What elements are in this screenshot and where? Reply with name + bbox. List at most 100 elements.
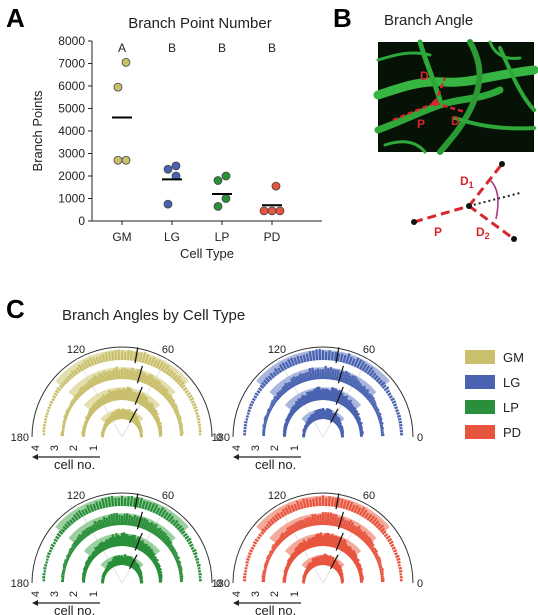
histogram-bar (301, 519, 307, 529)
histogram-bar (125, 369, 129, 380)
branch-point-chart: Branch Point Number 0 1000 2000 3000 4000 500… (30, 15, 322, 261)
histogram-bar (358, 361, 366, 370)
histogram-bar (375, 410, 381, 415)
histogram-bar (104, 352, 109, 362)
histogram-bar (371, 372, 377, 379)
histogram-bar (398, 420, 403, 424)
histogram-bar (269, 518, 275, 525)
histogram-bar (170, 401, 176, 407)
histogram-bar (86, 413, 92, 418)
ring-band (256, 349, 390, 388)
histogram-bar (357, 385, 364, 392)
histogram-bar (152, 412, 160, 418)
histogram-bar (86, 382, 92, 389)
histogram-bar (283, 572, 288, 576)
angle-tick-label: 180 (11, 432, 29, 444)
histogram-bar (376, 412, 382, 417)
histogram-bar (151, 411, 158, 417)
histogram-bar (138, 371, 144, 383)
histogram-bar (91, 551, 98, 558)
histogram-bar (172, 374, 178, 381)
histogram-bar (345, 374, 352, 385)
histogram-bar (84, 565, 89, 569)
histogram-bar (61, 424, 66, 428)
histogram-bar (375, 377, 381, 383)
histogram-bar (135, 496, 140, 508)
histogram-bar (281, 386, 287, 394)
histogram-bar (173, 554, 179, 559)
histogram-bar (163, 536, 171, 544)
legend-swatch (465, 375, 495, 389)
histogram-bar (309, 390, 315, 402)
histogram-bar (260, 531, 265, 535)
histogram-bar (143, 545, 151, 555)
histogram-bar (176, 414, 182, 419)
histogram-bar (193, 551, 198, 556)
data-point (163, 164, 173, 174)
histogram-bar (46, 555, 50, 559)
data-point (113, 82, 123, 92)
histogram-bar (84, 562, 90, 567)
histogram-bar (82, 568, 88, 572)
histogram-bar (108, 389, 114, 402)
histogram-bar (394, 552, 398, 556)
histogram-bar (84, 563, 90, 568)
histogram-bar (138, 352, 143, 363)
histogram-bar (102, 541, 108, 550)
histogram-bar (349, 524, 356, 533)
histogram-bar (294, 376, 301, 385)
histogram-bar (397, 417, 402, 421)
histogram-bar (113, 536, 118, 547)
histogram-bar (359, 531, 367, 540)
ring-label: 3 (250, 445, 262, 451)
histogram-bar (266, 411, 271, 415)
histogram-bar (49, 546, 54, 550)
histogram-bar (153, 560, 159, 566)
histogram-bar (62, 419, 67, 423)
angle-tick-label: 180 (11, 578, 29, 590)
histogram-bar (187, 540, 193, 545)
histogram-bar (274, 514, 280, 521)
histogram-bar (344, 399, 353, 409)
histogram-bar (152, 558, 159, 564)
histogram-bar (289, 411, 295, 416)
diagram-title: Branch Angle (384, 12, 473, 29)
histogram-bar (158, 575, 163, 579)
histogram-bar (87, 410, 94, 416)
histogram-bar (91, 377, 98, 386)
histogram-bar (371, 401, 377, 407)
histogram-bar (70, 546, 76, 551)
histogram-bar (286, 527, 293, 535)
histogram-bar (107, 539, 112, 549)
histogram-bar (155, 566, 161, 571)
histogram-bar (333, 498, 338, 508)
histogram-bar (110, 390, 115, 402)
histogram-bar (175, 412, 180, 417)
histogram-bar (354, 560, 360, 566)
data-point (275, 206, 285, 216)
histogram-bar (339, 517, 345, 529)
histogram-bar (102, 370, 108, 382)
histogram-bar (60, 528, 66, 533)
histogram-bar (177, 419, 182, 423)
histogram-bar (146, 521, 154, 532)
histogram-bar (126, 535, 131, 547)
histogram-bar (92, 357, 97, 365)
histogram-bar (327, 390, 332, 401)
histogram-bar (353, 357, 360, 368)
histogram-bar (60, 382, 66, 387)
histogram-bar (296, 400, 303, 408)
histogram-bar (88, 409, 95, 415)
histogram-bar (53, 538, 58, 543)
histogram-bar (247, 555, 251, 559)
histogram-bar (263, 419, 268, 423)
histogram-bar (84, 383, 90, 391)
mean-angle-tick (128, 408, 138, 424)
histogram-bar (358, 506, 366, 516)
histogram-bar (284, 382, 291, 391)
histogram-bar (101, 396, 107, 405)
histogram-bar (318, 533, 322, 547)
histogram-bar (165, 368, 171, 375)
